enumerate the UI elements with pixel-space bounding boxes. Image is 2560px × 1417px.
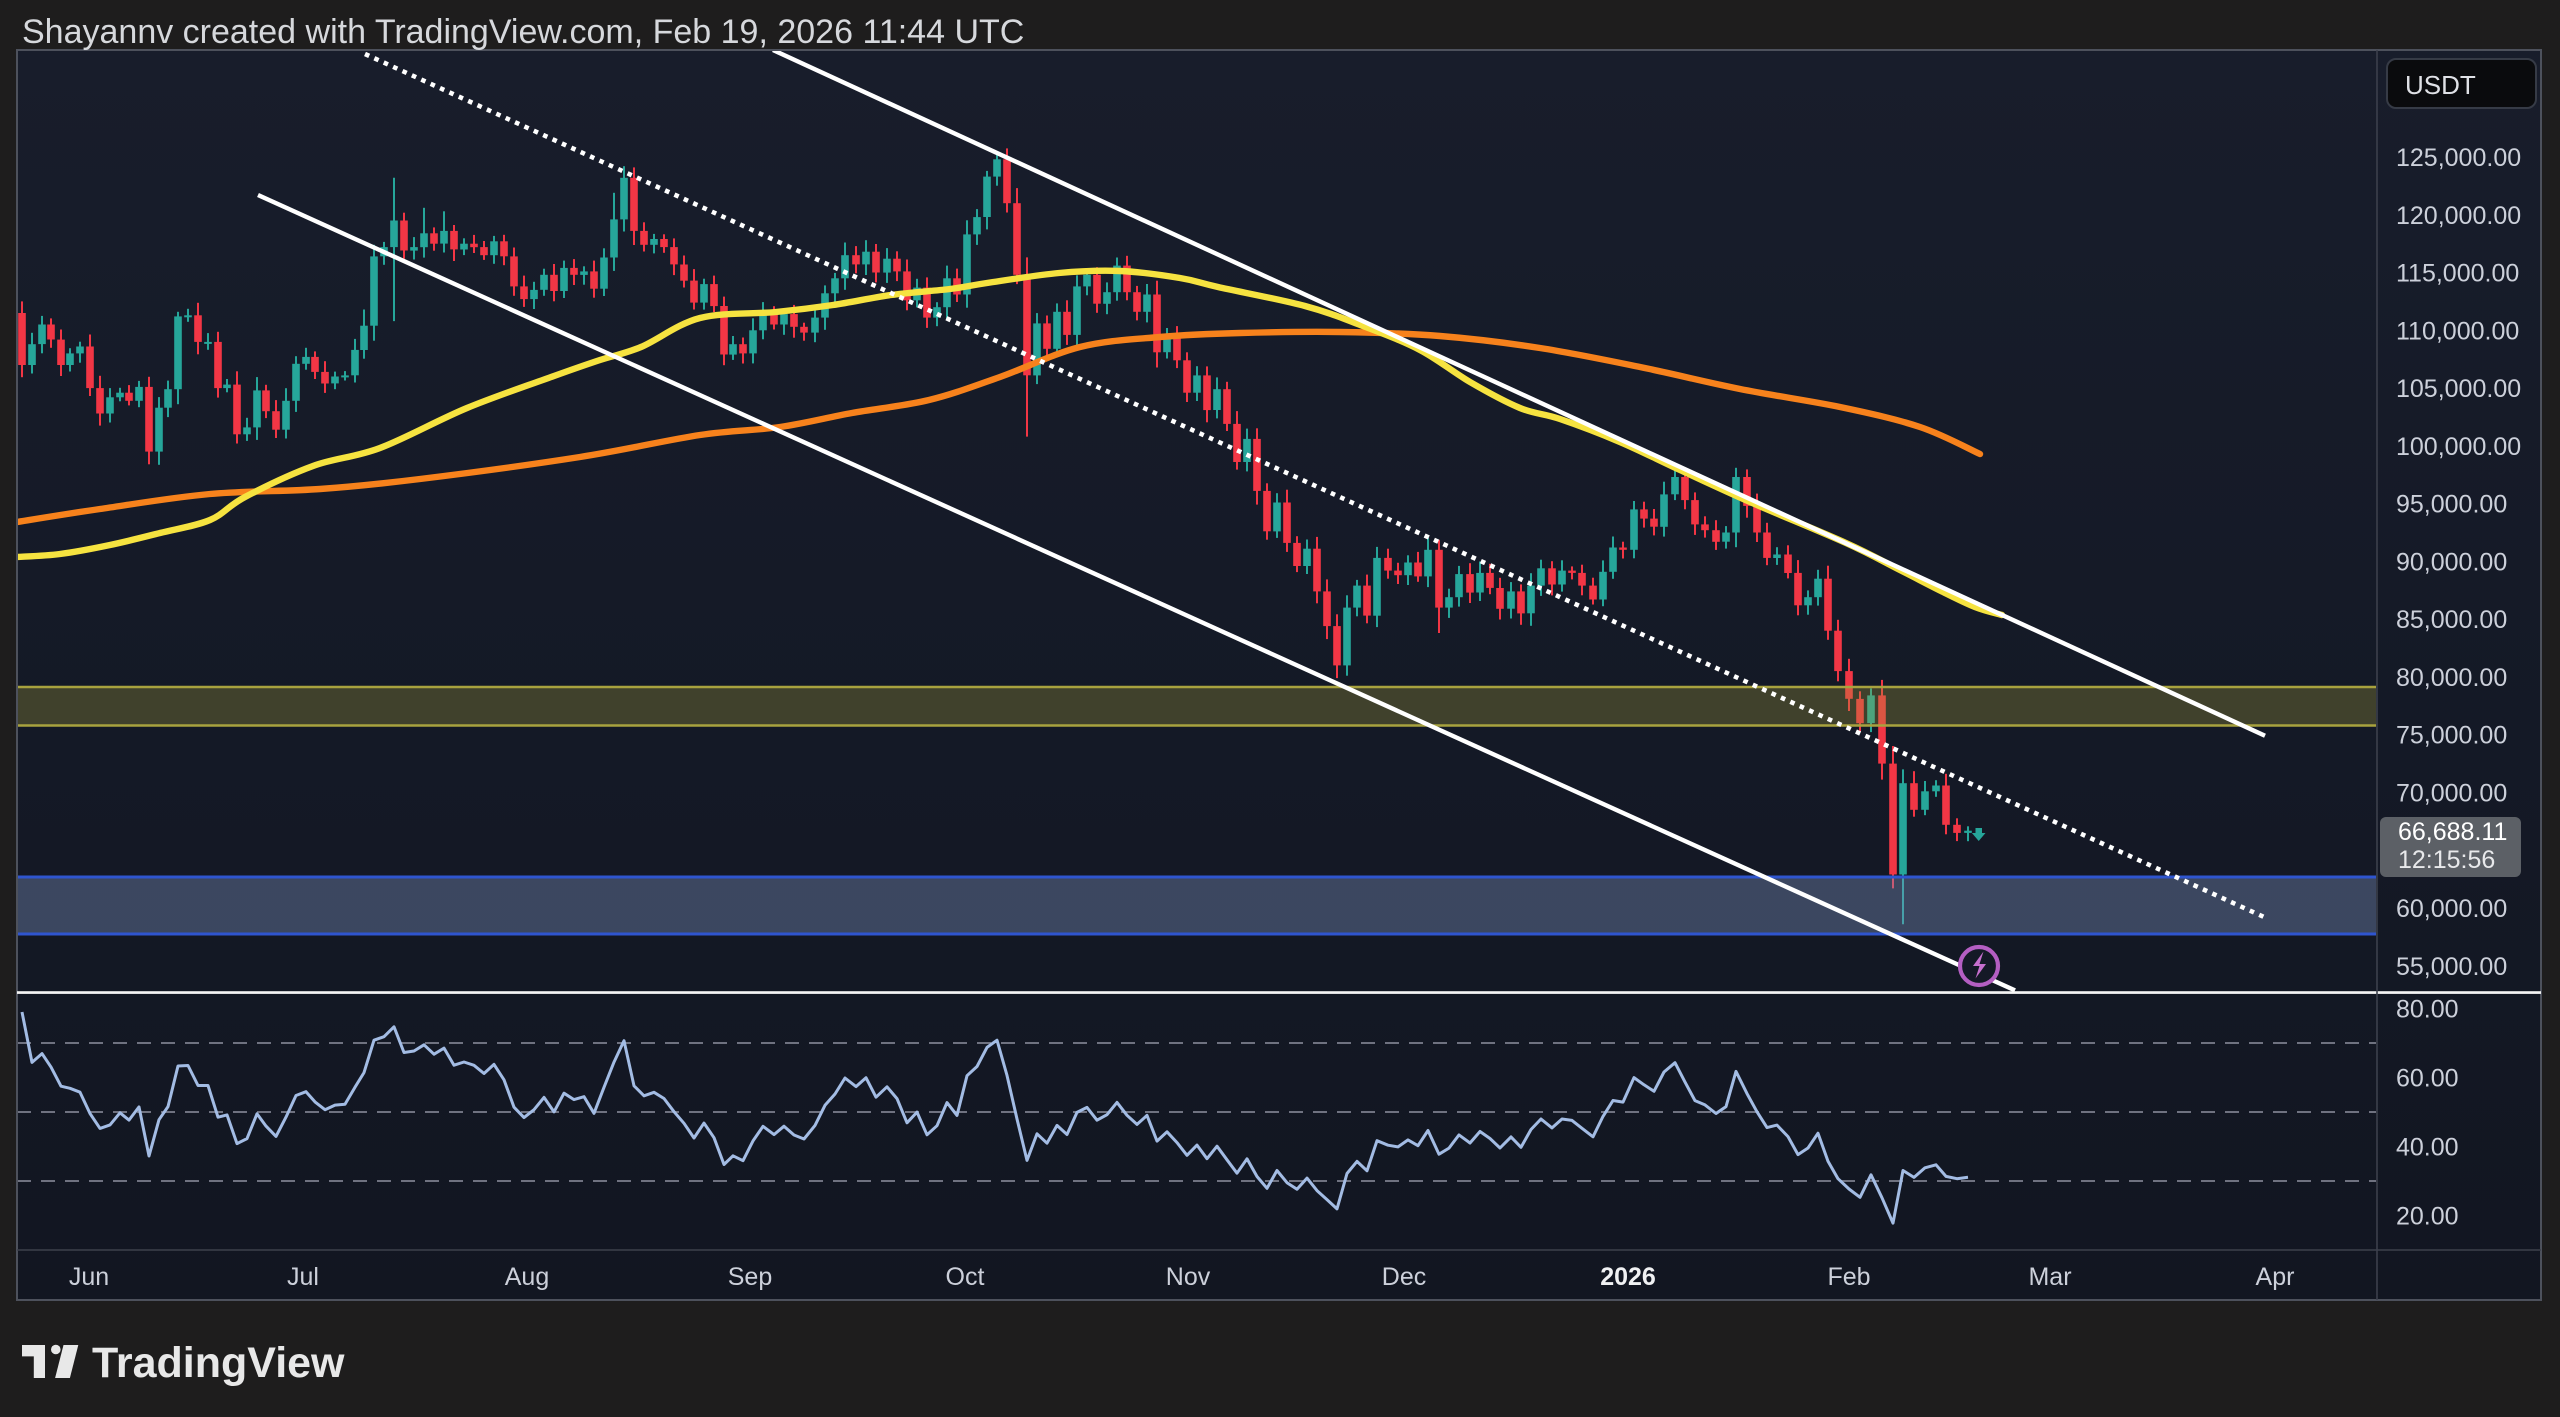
svg-text:Jul: Jul (287, 1263, 319, 1291)
svg-text:Mar: Mar (2028, 1263, 2071, 1291)
svg-text:Nov: Nov (1166, 1263, 1211, 1291)
svg-text:80,000.00: 80,000.00 (2396, 664, 2507, 692)
svg-text:60,000.00: 60,000.00 (2396, 895, 2507, 923)
svg-text:105,000.00: 105,000.00 (2396, 375, 2521, 403)
svg-text:125,000.00: 125,000.00 (2396, 144, 2521, 172)
svg-text:115,000.00: 115,000.00 (2396, 260, 2519, 288)
svg-text:90,000.00: 90,000.00 (2396, 548, 2507, 576)
svg-text:80.00: 80.00 (2396, 996, 2459, 1024)
svg-text:20.00: 20.00 (2396, 1203, 2459, 1231)
svg-text:110,000.00: 110,000.00 (2396, 317, 2519, 345)
svg-text:Feb: Feb (1827, 1263, 1870, 1291)
svg-text:12:15:56: 12:15:56 (2398, 846, 2495, 874)
svg-text:TradingView: TradingView (92, 1339, 345, 1387)
svg-text:70,000.00: 70,000.00 (2396, 780, 2507, 808)
svg-text:66,688.11: 66,688.11 (2398, 818, 2507, 846)
svg-text:Jun: Jun (69, 1263, 109, 1291)
svg-text:Apr: Apr (2256, 1263, 2295, 1291)
svg-text:60.00: 60.00 (2396, 1065, 2459, 1093)
svg-text:95,000.00: 95,000.00 (2396, 491, 2507, 519)
svg-text:85,000.00: 85,000.00 (2396, 606, 2507, 634)
svg-text:USDT: USDT (2405, 70, 2476, 100)
svg-text:Dec: Dec (1382, 1263, 1426, 1291)
svg-text:55,000.00: 55,000.00 (2396, 953, 2507, 981)
svg-text:2026: 2026 (1600, 1263, 1656, 1291)
svg-text:100,000.00: 100,000.00 (2396, 433, 2521, 461)
svg-text:Aug: Aug (505, 1263, 549, 1291)
svg-text:Oct: Oct (946, 1263, 985, 1291)
svg-text:75,000.00: 75,000.00 (2396, 722, 2507, 750)
svg-text:40.00: 40.00 (2396, 1134, 2459, 1162)
svg-text:Sep: Sep (728, 1263, 772, 1291)
svg-text:120,000.00: 120,000.00 (2396, 202, 2521, 230)
svg-text:Shayannv created with TradingV: Shayannv created with TradingView.com, F… (22, 13, 1024, 51)
